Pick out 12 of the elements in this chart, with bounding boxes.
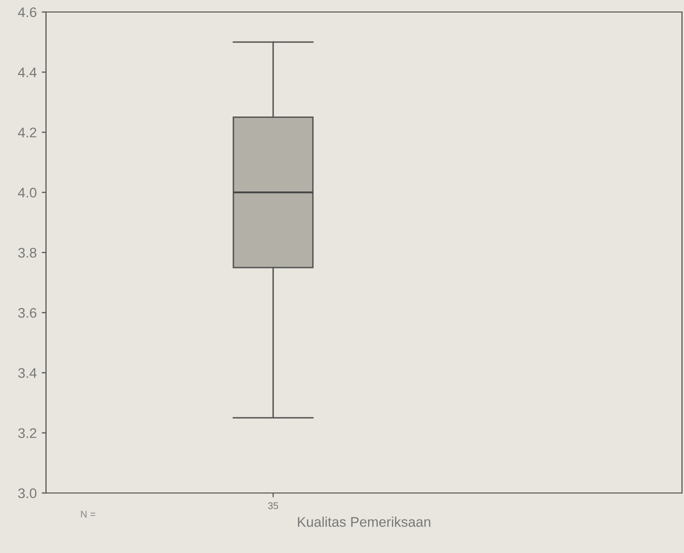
- y-tick-label: 3.6: [18, 308, 36, 318]
- y-tick-label: 4.0: [18, 188, 36, 198]
- y-tick-label: 4.4: [18, 68, 37, 78]
- y-tick-label: 3.2: [18, 428, 36, 438]
- text: N =: [81, 510, 96, 518]
- y-tick-label: 3.8: [18, 248, 36, 258]
- y-tick-label: 4.2: [18, 128, 36, 138]
- y-tick-label: 4.6: [18, 7, 36, 18]
- y-tick-label: 3.4: [18, 368, 37, 378]
- y-tick-label: 3.0: [18, 488, 36, 498]
- x-axis-title: Kualitas Pemeriksaan: [298, 516, 430, 527]
- x-tick-label: 35: [268, 502, 278, 510]
